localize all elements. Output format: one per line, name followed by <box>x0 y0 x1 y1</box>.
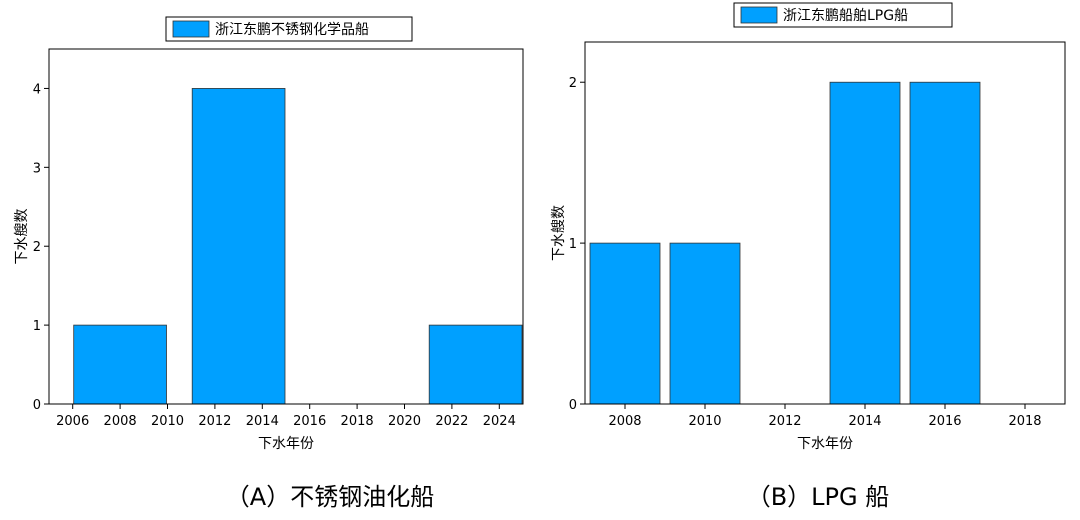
legend-swatch <box>172 20 210 38</box>
x-tick-label: 2018 <box>1008 414 1041 429</box>
x-tick-label: 2018 <box>341 414 374 429</box>
legend-label: 浙江东鹏不锈钢化学品船 <box>215 22 369 38</box>
x-tick-label: 2020 <box>388 414 421 429</box>
y-axis-title: 下水艘数 <box>551 205 567 261</box>
x-tick-label: 2008 <box>104 414 137 429</box>
plot-frame <box>584 41 1066 405</box>
legend: 浙江东鹏不锈钢化学品船 <box>165 16 413 42</box>
bar-2008 <box>589 242 661 405</box>
x-tick-label: 2012 <box>198 414 231 429</box>
chart-a: 2006 2008 2010 2012 2014 2016 2018 2020 2022 2024… <box>14 16 524 511</box>
x-tick-label: 2006 <box>56 414 89 429</box>
y-tick-label: 1 <box>569 237 577 252</box>
x-tick-label: 2016 <box>293 414 326 429</box>
x-tick-label: 2016 <box>928 414 961 429</box>
bar-2016 <box>909 81 981 405</box>
chart-caption: （B）LPG 船 <box>747 483 890 511</box>
y-tick-label: 0 <box>569 398 577 413</box>
x-axis-title: 下水年份 <box>797 436 853 452</box>
x-tick-label: 2024 <box>483 414 516 429</box>
x-tick-label: 2008 <box>608 414 641 429</box>
y-tick-label: 0 <box>33 398 41 413</box>
legend: 浙江东鹏船舶LPG船 <box>733 2 953 28</box>
x-tick-label: 2022 <box>435 414 468 429</box>
bar-2013 <box>191 88 286 405</box>
bar-2023 <box>428 324 523 405</box>
x-tick-label: 2014 <box>246 414 279 429</box>
bar-2008 <box>73 324 167 405</box>
x-axis-title: 下水年份 <box>258 436 314 452</box>
y-axis-title: 下水艘数 <box>14 209 30 265</box>
chart-b: 2008 2010 2012 2014 2016 2018 0 1 2 下水年份 下水艘数 浙江东鹏船… <box>551 2 1066 511</box>
y-tick-label: 3 <box>33 161 41 176</box>
x-tick-label: 2010 <box>688 414 721 429</box>
y-tick-label: 2 <box>569 76 577 91</box>
plot-frame <box>48 48 524 405</box>
y-tick-label: 2 <box>33 240 41 255</box>
x-tick-label: 2010 <box>151 414 184 429</box>
legend-swatch <box>740 6 778 24</box>
chart-caption: （A）不锈钢油化船 <box>226 483 434 511</box>
y-tick-label: 1 <box>33 319 41 334</box>
bar-2014 <box>829 81 901 405</box>
legend-label: 浙江东鹏船舶LPG船 <box>783 8 908 24</box>
y-tick-label: 4 <box>33 82 41 97</box>
bar-2010 <box>669 242 741 405</box>
x-tick-label: 2012 <box>768 414 801 429</box>
x-tick-label: 2014 <box>848 414 881 429</box>
